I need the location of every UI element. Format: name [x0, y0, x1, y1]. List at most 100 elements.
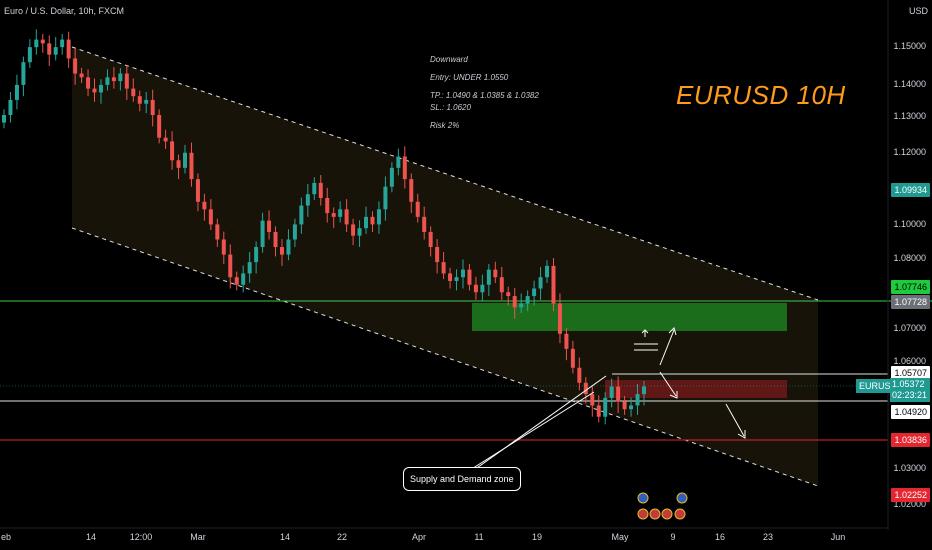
candle-body: [176, 160, 181, 168]
candle-body: [234, 277, 239, 285]
candle-body: [519, 303, 524, 308]
supply-zone[interactable]: [605, 380, 787, 398]
candle-body: [189, 152, 194, 180]
candlestick-series: [2, 29, 646, 425]
time-tick: 23: [762, 532, 774, 542]
price-badge-support[interactable]: 1.04920: [891, 405, 930, 419]
candle-body: [402, 156, 407, 180]
candle-body: [629, 405, 634, 410]
candle-body: [364, 216, 369, 229]
candle-body: [183, 152, 188, 168]
candle-body: [499, 277, 504, 293]
price-tick: 1.13000: [893, 111, 926, 121]
candle-body: [435, 247, 440, 263]
candle-body: [267, 220, 272, 232]
time-tick: 19: [531, 532, 543, 542]
candle-body: [325, 198, 330, 214]
candle-body: [215, 224, 220, 240]
candle-body: [92, 88, 97, 93]
candle-body: [241, 273, 246, 285]
candle-body: [532, 288, 537, 297]
price-tick: 1.08000: [893, 253, 926, 263]
candle-body: [47, 43, 52, 55]
candle-body: [157, 115, 162, 138]
candle-body: [2, 115, 6, 123]
price-badge-target[interactable]: 1.03836: [891, 433, 930, 447]
candle-body: [389, 167, 394, 187]
price-badge-teal[interactable]: 1.09934: [891, 183, 930, 197]
price-badge-low[interactable]: 1.02252: [891, 488, 930, 502]
bar-countdown: 02:23:21: [892, 390, 928, 400]
note-line-targets: TP.: 1.0490 & 1.0385 & 1.0382: [430, 91, 539, 100]
candle-body: [34, 39, 39, 48]
candle-body: [473, 284, 478, 293]
note-line-stoploss: SL.: 1.0620: [430, 103, 471, 112]
candle-body: [292, 224, 297, 240]
candle-body: [570, 348, 575, 368]
candle-body: [460, 269, 465, 278]
chart-title-annotation[interactable]: EURUSD 10H: [676, 80, 846, 110]
candle-body: [144, 99, 149, 104]
channel-lower-line[interactable]: [71, 227, 819, 487]
candle-body: [131, 88, 136, 97]
channel-upper-line[interactable]: [71, 46, 819, 301]
candle-body: [98, 84, 103, 93]
candle-body: [545, 265, 550, 278]
candle-body: [642, 386, 646, 395]
currency-label[interactable]: USD: [908, 6, 928, 16]
candle-body: [454, 277, 459, 281]
candle-body: [422, 216, 427, 232]
candle-body: [163, 137, 168, 142]
candle-body: [202, 201, 207, 210]
note-line-risk: Risk 2%: [430, 121, 460, 130]
candle-body: [357, 228, 362, 236]
price-badge-resistance[interactable]: 1.05707: [891, 366, 930, 380]
candle-body: [441, 262, 446, 274]
candle-body: [538, 277, 543, 289]
candle-body: [305, 194, 310, 206]
candle-body: [338, 209, 343, 217]
candle-body: [396, 156, 401, 168]
symbol-price-tag[interactable]: EURUSD: [856, 379, 901, 393]
time-tick: 16: [714, 532, 726, 542]
candle-body: [609, 386, 614, 398]
candle-body: [370, 216, 375, 225]
candle-body: [27, 47, 32, 63]
candle-body: [409, 179, 414, 202]
candle-body: [448, 273, 453, 281]
symbol-info[interactable]: Euro / U.S. Dollar, 10h, FXCM: [4, 6, 125, 16]
price-badge-grey[interactable]: 1.07728: [891, 295, 930, 309]
candle-body: [286, 239, 291, 255]
supply-demand-callout[interactable]: Supply and Demand zone: [403, 467, 521, 491]
candle-body: [331, 213, 336, 217]
time-tick: 14: [279, 532, 291, 542]
candle-body: [66, 39, 71, 59]
demand-zone[interactable]: [472, 303, 787, 331]
trade-plan-note[interactable]: Downward Entry: UNDER 1.0550 TP.: 1.0490…: [430, 54, 539, 132]
candle-body: [603, 397, 608, 417]
current-price-box[interactable]: 1.05372 02:23:21: [890, 378, 930, 402]
time-tick: Jun: [830, 532, 846, 542]
candle-body: [118, 73, 123, 82]
candle-body: [195, 179, 200, 202]
note-line-direction: Downward: [430, 55, 468, 64]
candle-body: [512, 296, 517, 308]
price-badge-green[interactable]: 1.07746: [891, 280, 930, 294]
candle-body: [635, 394, 640, 406]
candle-body: [312, 182, 317, 195]
candle-body: [525, 296, 530, 304]
candle-body: [8, 99, 13, 116]
candle-body: [14, 84, 19, 100]
candle-body: [480, 284, 485, 293]
economic-events-icons[interactable]: [637, 492, 688, 520]
candle-body: [590, 394, 595, 406]
candle-body: [279, 247, 284, 255]
time-tick: May: [611, 532, 629, 542]
time-tick: 22: [336, 532, 348, 542]
candle-body: [150, 99, 155, 116]
price-tick: 1.03000: [893, 463, 926, 473]
time-tick: 11: [474, 532, 484, 542]
candle-body: [493, 269, 498, 278]
